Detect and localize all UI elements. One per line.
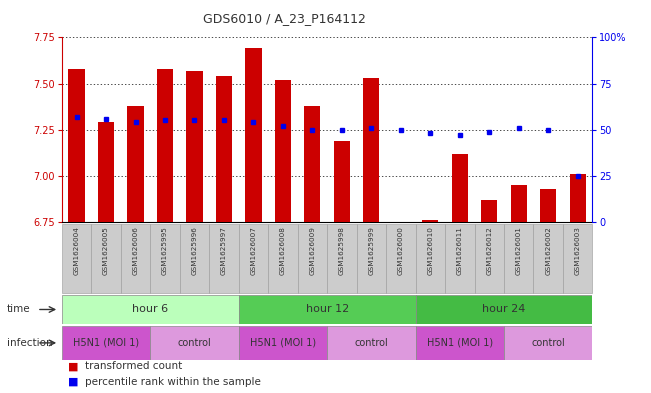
Bar — [393, 222, 409, 233]
Bar — [422, 220, 438, 222]
Text: GSM1626002: GSM1626002 — [545, 226, 551, 275]
Text: GSM1626006: GSM1626006 — [133, 226, 139, 275]
Bar — [68, 69, 85, 222]
Bar — [327, 326, 415, 360]
Bar — [245, 48, 262, 222]
Text: GSM1626007: GSM1626007 — [251, 226, 256, 275]
Bar — [540, 189, 557, 222]
Text: GSM1626003: GSM1626003 — [575, 226, 581, 275]
Bar — [510, 185, 527, 222]
Text: control: control — [531, 338, 565, 348]
Bar — [504, 326, 592, 360]
Text: GSM1626004: GSM1626004 — [74, 226, 79, 275]
Text: GSM1625995: GSM1625995 — [162, 226, 168, 275]
Bar — [150, 224, 180, 293]
Bar — [186, 71, 202, 222]
Bar — [239, 224, 268, 293]
Bar — [386, 224, 415, 293]
Bar — [304, 106, 320, 222]
Bar — [62, 224, 91, 293]
Bar — [121, 224, 150, 293]
Bar — [533, 224, 563, 293]
Text: percentile rank within the sample: percentile rank within the sample — [85, 377, 260, 387]
Text: hour 24: hour 24 — [482, 305, 525, 314]
Text: GDS6010 / A_23_P164112: GDS6010 / A_23_P164112 — [203, 12, 366, 25]
Bar — [62, 326, 150, 360]
Bar — [216, 76, 232, 222]
Text: infection: infection — [7, 338, 52, 348]
Text: GSM1626005: GSM1626005 — [103, 226, 109, 275]
Bar — [452, 154, 468, 222]
Bar — [128, 106, 144, 222]
Bar — [475, 224, 504, 293]
Bar — [239, 295, 415, 324]
Text: H5N1 (MOI 1): H5N1 (MOI 1) — [250, 338, 316, 348]
Text: hour 12: hour 12 — [305, 305, 349, 314]
Bar — [275, 80, 291, 222]
Bar — [62, 295, 239, 324]
Bar — [570, 174, 586, 222]
Bar — [357, 224, 386, 293]
Bar — [239, 326, 327, 360]
Bar — [415, 224, 445, 293]
Text: GSM1626010: GSM1626010 — [427, 226, 434, 275]
Text: time: time — [7, 305, 30, 314]
Text: GSM1626001: GSM1626001 — [516, 226, 521, 275]
Text: GSM1625996: GSM1625996 — [191, 226, 197, 275]
Bar — [327, 224, 357, 293]
Text: ■: ■ — [68, 377, 79, 387]
Text: GSM1625998: GSM1625998 — [339, 226, 345, 275]
Text: GSM1626012: GSM1626012 — [486, 226, 492, 275]
Text: H5N1 (MOI 1): H5N1 (MOI 1) — [73, 338, 139, 348]
Text: GSM1626008: GSM1626008 — [280, 226, 286, 275]
Bar — [415, 326, 504, 360]
Bar — [563, 224, 592, 293]
Bar — [209, 224, 239, 293]
Text: control: control — [354, 338, 388, 348]
Bar — [150, 326, 239, 360]
Text: transformed count: transformed count — [85, 362, 182, 371]
Text: GSM1626011: GSM1626011 — [457, 226, 463, 275]
Bar — [334, 141, 350, 222]
Text: H5N1 (MOI 1): H5N1 (MOI 1) — [426, 338, 493, 348]
Bar — [98, 122, 114, 222]
Text: GSM1626000: GSM1626000 — [398, 226, 404, 275]
Bar — [481, 200, 497, 222]
Bar — [415, 295, 592, 324]
Bar — [268, 224, 298, 293]
Bar — [157, 69, 173, 222]
Bar — [445, 224, 475, 293]
Text: ■: ■ — [68, 362, 79, 371]
Bar — [91, 224, 121, 293]
Bar — [504, 224, 533, 293]
Bar — [363, 78, 380, 222]
Text: GSM1625999: GSM1625999 — [368, 226, 374, 275]
Text: hour 6: hour 6 — [132, 305, 169, 314]
Text: GSM1626009: GSM1626009 — [309, 226, 315, 275]
Text: GSM1625997: GSM1625997 — [221, 226, 227, 275]
Text: control: control — [178, 338, 212, 348]
Bar — [298, 224, 327, 293]
Bar — [180, 224, 209, 293]
